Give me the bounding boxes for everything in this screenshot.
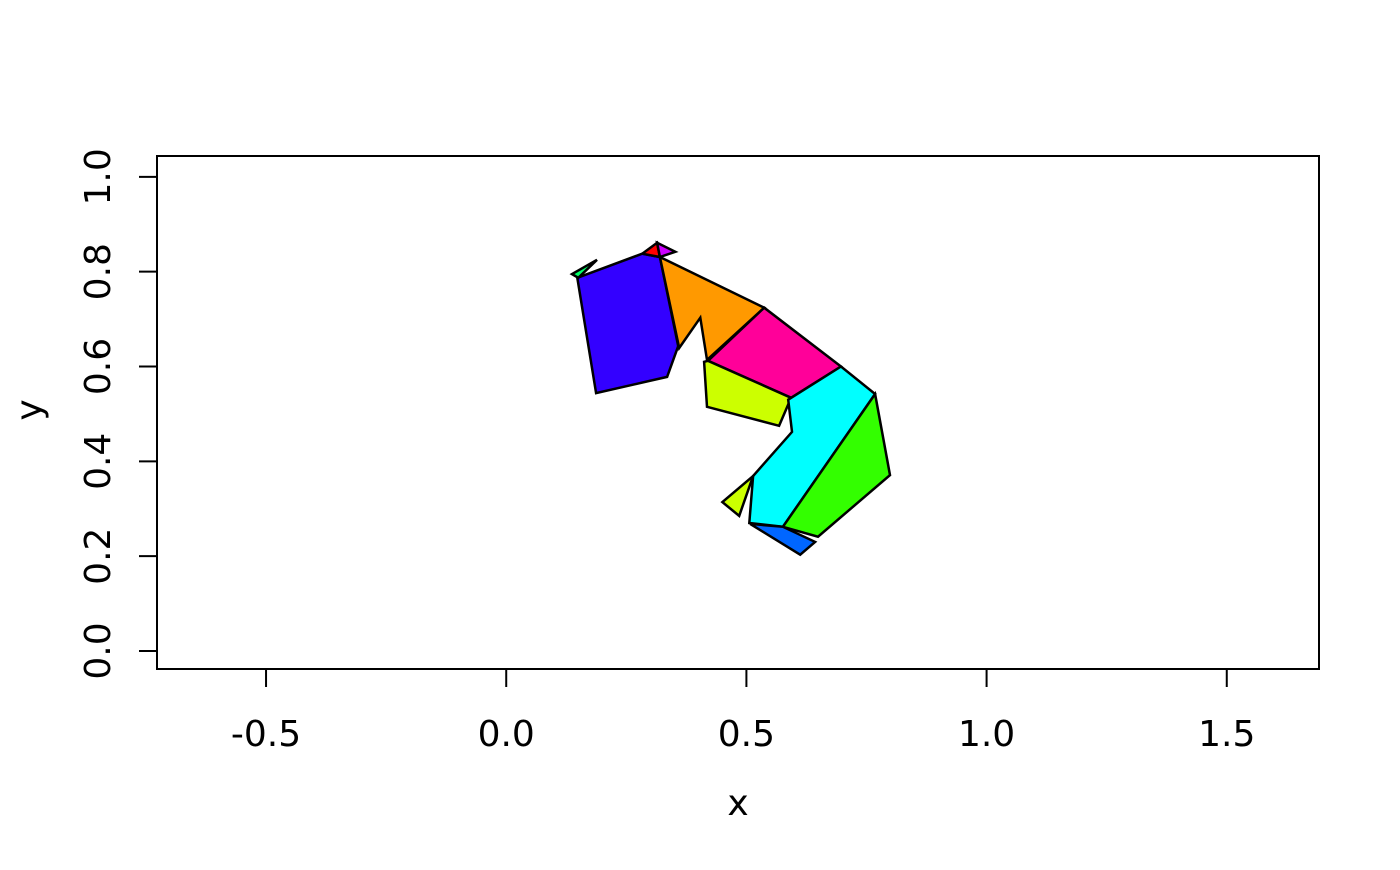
x-tick-label: 1.0	[958, 714, 1015, 755]
blue-polygon	[749, 522, 818, 557]
y-axis-title: y	[9, 399, 50, 420]
purple-triangle	[655, 240, 679, 259]
chartreuse-polygon	[702, 359, 793, 428]
green-polygon	[780, 390, 892, 539]
x-tick-label: 0.5	[718, 714, 775, 755]
y-tick-label: 1.0	[78, 148, 119, 205]
polygons-layer	[569, 240, 892, 557]
x-axis-title: x	[727, 783, 748, 824]
orange-polygon	[658, 254, 767, 363]
x-axis: -0.5 0.0 0.5 1.0 1.5	[231, 669, 1255, 755]
x-tick-label: 1.5	[1198, 714, 1255, 755]
y-tick-label: 0.4	[78, 433, 119, 490]
plot-frame	[156, 155, 1320, 670]
x-tick-label: 0.0	[478, 714, 535, 755]
y-axis: 0.0 0.2 0.4 0.6 0.8 1.0	[78, 148, 157, 680]
y-tick-label: 0.8	[78, 243, 119, 300]
y-tick-label: 0.0	[78, 622, 119, 679]
springgreen-sliver	[569, 258, 598, 280]
y-tick-label: 0.2	[78, 528, 119, 585]
x-tick-label: -0.5	[231, 714, 301, 755]
y-tick-label: 0.6	[78, 338, 119, 395]
chartreuse-small-triangle	[720, 472, 756, 519]
